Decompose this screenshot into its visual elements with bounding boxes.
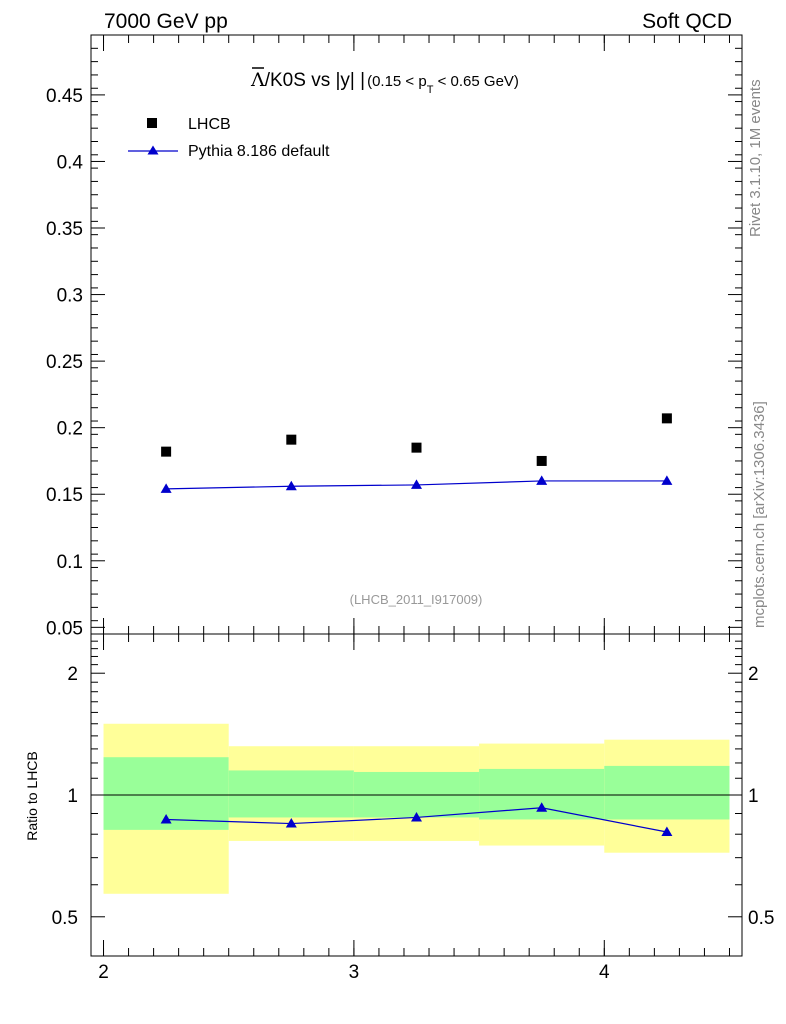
title-bar-1: | — [355, 70, 365, 91]
main-ytick-label: 0.25 — [46, 352, 83, 373]
ratio-ytick-label-right: 0.5 — [748, 908, 774, 929]
mc-point — [285, 480, 297, 491]
main-ytick-label: 0.1 — [57, 552, 83, 573]
data-point — [411, 442, 422, 453]
analysis-id: (LHCB_2011_I917009) — [350, 592, 483, 607]
main-ytick-label: 0.15 — [46, 485, 83, 506]
main-ytick-label: 0.35 — [46, 219, 83, 240]
ratio-xtick-label: 4 — [599, 962, 610, 983]
chart-title: Λ/K0S vs |y| | (0.15 < pT < 0.65 GeV) — [250, 69, 519, 96]
main-ytick-label: 0.45 — [46, 86, 83, 107]
mc-point — [661, 475, 673, 485]
ratio-ytick-label-right: 2 — [748, 664, 759, 685]
ratio-mc-point — [536, 802, 548, 812]
mc-point — [160, 483, 172, 493]
ratio-mc-point — [285, 818, 297, 828]
ratio-xtick-label: 3 — [349, 962, 360, 983]
data-point — [536, 455, 547, 466]
ratio-mc-point — [661, 826, 673, 837]
title-particle: Λ — [250, 69, 265, 91]
ratio-plot — [160, 802, 673, 837]
main-plot — [160, 413, 673, 493]
axes: 0.05 0.1 0.15 0.2 0.25 0.3 0.35 0.4 0.45 2 3 4 0.5 0.… — [46, 35, 774, 983]
side-rivet: Rivet 3.1.10, 1M events — [747, 79, 764, 237]
side-mcplots: mcplots.cern.ch [arXiv:1306.3436] — [751, 401, 768, 628]
main-ytick-label: 0.2 — [57, 419, 83, 440]
ratio-ylabel: Ratio to LHCB — [24, 751, 40, 840]
mc-point — [536, 475, 548, 485]
ratio-ytick-label: 0.5 — [52, 908, 78, 929]
data-point — [286, 434, 297, 445]
ratio-mc-point — [160, 813, 172, 824]
legend-mc-marker — [147, 145, 159, 155]
legend-data-label: LHCB — [188, 116, 231, 133]
main-ytick-label: 0.3 — [57, 286, 83, 307]
legend-data-marker — [147, 118, 157, 128]
header-left: 7000 GeV pp — [104, 10, 228, 33]
ratio-xtick-label: 2 — [98, 962, 109, 983]
ratio-band-inner — [604, 765, 730, 820]
ratio-band-inner — [479, 768, 605, 820]
main-ytick-label: 0.4 — [57, 152, 84, 173]
ratio-band-inner — [228, 770, 354, 818]
title-cut-suffix: < 0.65 GeV) — [433, 73, 518, 90]
title-cut-sub: T — [427, 84, 434, 96]
ratio-bands — [91, 723, 742, 894]
ratio-ytick-label: 1 — [67, 786, 78, 807]
title-rest: /K0S vs |y| — [265, 70, 355, 91]
mc-point — [411, 479, 422, 489]
ratio-mc-point — [411, 811, 422, 822]
data-point — [161, 446, 172, 457]
data-point — [661, 413, 672, 424]
legend-mc-label: Pythia 8.186 default — [188, 143, 330, 160]
ratio-ytick-label-right: 1 — [748, 786, 759, 807]
main-ytick-label: 0.05 — [46, 618, 83, 639]
header-right: Soft QCD — [642, 10, 732, 33]
title-cut: (0.15 < p — [367, 73, 427, 90]
ratio-ytick-label: 2 — [67, 664, 78, 685]
